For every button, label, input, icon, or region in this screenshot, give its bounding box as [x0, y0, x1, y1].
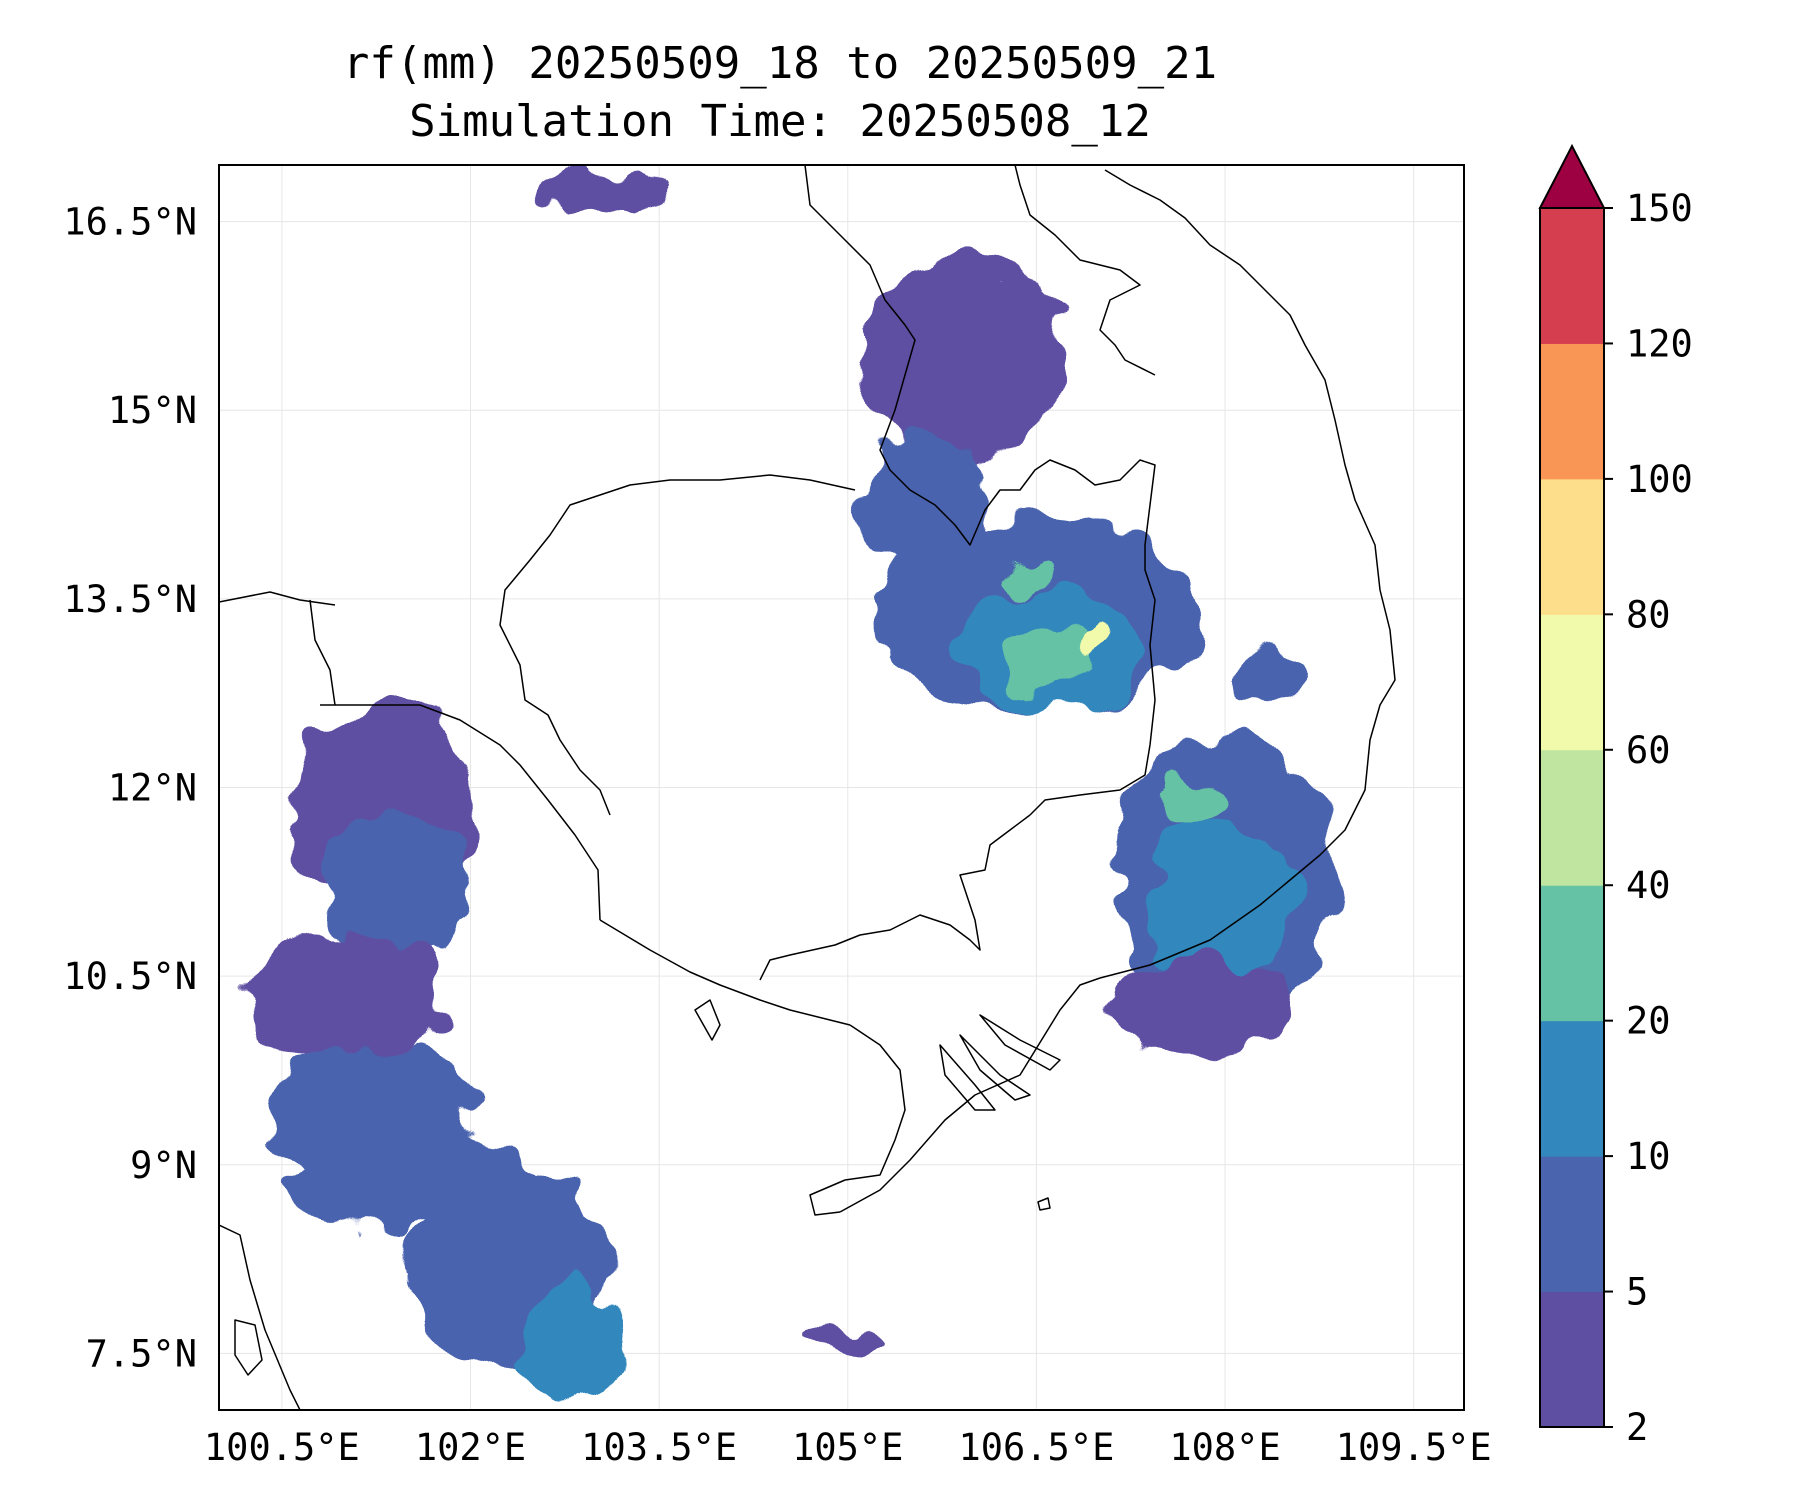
colorbar-extend-arrow — [1538, 143, 1606, 209]
rain-cell — [860, 259, 1062, 461]
longitude-ticks: 100.5°E 102°E 103.5°E 105°E 106.5°E 108°E 109.… — [204, 1426, 1492, 1469]
colorbar-segment — [1540, 614, 1604, 751]
lon-tick-label: 103.5°E — [581, 1426, 737, 1469]
coastline-borders — [219, 165, 1396, 1410]
title-line-2: Simulation Time: 20250508_12 — [409, 96, 1151, 147]
border-cambodia-vietnam — [759, 814, 1031, 981]
coastline-vietnam-east — [1099, 169, 1396, 979]
lon-tick-label: 108°E — [1169, 1426, 1280, 1469]
colorbar-segment — [1540, 1020, 1604, 1157]
colorbar-segment — [1540, 749, 1604, 886]
colorbar-tick-label: 10 — [1626, 1135, 1671, 1178]
colorbar-tick-label: 100 — [1626, 458, 1693, 501]
lat-tick-label: 13.5°N — [63, 578, 197, 621]
colorbar-segment — [1540, 208, 1604, 344]
rain-cell — [1111, 957, 1288, 1058]
border-laos-vietnam-north — [1014, 165, 1156, 376]
lat-tick-label: 10.5°N — [63, 955, 197, 998]
lon-tick-label: 105°E — [792, 1426, 903, 1469]
colorbar-tick-label: 2 — [1626, 1406, 1648, 1449]
title-line-1: rf(mm) 20250509_18 to 20250509_21 — [342, 38, 1218, 89]
lon-tick-label: 106.5°E — [958, 1426, 1114, 1469]
colorbar-segment — [1540, 1291, 1604, 1428]
coastline-camau — [809, 1179, 846, 1216]
colorbar-segment — [1540, 885, 1604, 1022]
lon-tick-label: 100.5°E — [204, 1426, 360, 1469]
island-phuket — [234, 1319, 263, 1376]
lat-tick-label: 15°N — [108, 389, 197, 432]
rain-cell — [998, 554, 1049, 593]
rain-cell — [803, 1325, 892, 1356]
mekong-estuary-2 — [959, 1034, 1031, 1101]
mekong-estuary-1 — [979, 1014, 1061, 1071]
colorbar-tick-label: 40 — [1626, 864, 1671, 907]
rainfall-field — [244, 171, 1339, 1398]
coastline-thailand-north — [219, 591, 336, 606]
colorbar-tick-label: 80 — [1626, 593, 1671, 636]
colorbar-segment — [1540, 478, 1604, 615]
lat-tick-label: 16.5°N — [63, 201, 197, 244]
rain-cell — [244, 932, 446, 1071]
coastline-mekong-west — [844, 1024, 906, 1181]
lat-tick-label: 7.5°N — [86, 1332, 197, 1375]
rain-cell — [998, 624, 1100, 687]
colorbar-segment — [1540, 1156, 1604, 1293]
lon-tick-label: 102°E — [415, 1426, 526, 1469]
border-thailand-cambodia-west — [309, 599, 336, 706]
latitude-ticks: 16.5°N 15°N 13.5°N 12°N 10.5°N 9°N 7.5°N — [63, 201, 197, 1376]
mekong-estuary-3 — [939, 1044, 996, 1111]
rain-cell — [1155, 774, 1219, 826]
coastline-cambodia-south — [599, 919, 851, 1026]
colorbar-tick-label: 60 — [1626, 729, 1671, 772]
colorbar: 2 5 10 20 40 60 80 100 120 150 — [1538, 143, 1693, 1449]
lat-tick-label: 9°N — [130, 1144, 197, 1187]
island-con-son — [1037, 1197, 1051, 1211]
colorbar-frame — [1539, 207, 1605, 1428]
rain-cell — [514, 1284, 628, 1398]
rain-cell — [1074, 630, 1112, 656]
rain-cell — [533, 171, 660, 210]
island-phu-quoc — [694, 999, 721, 1041]
colorbar-tick-label: 5 — [1626, 1271, 1648, 1314]
colorbar-segment — [1540, 343, 1604, 480]
colorbar-tick-label: 150 — [1626, 187, 1693, 230]
border-cambodia-north-west — [499, 474, 856, 816]
rain-cell — [1231, 642, 1307, 706]
colorbar-tick-label: 120 — [1626, 322, 1693, 365]
map-frame — [218, 164, 1465, 1411]
lon-tick-label: 109.5°E — [1336, 1426, 1492, 1469]
coastline-thailand-gulf-east — [320, 704, 601, 921]
colorbar-tick-label: 20 — [1626, 1000, 1671, 1043]
rain-cell — [1143, 818, 1295, 983]
coastline-malay-peninsula — [219, 1224, 301, 1410]
lat-tick-label: 12°N — [108, 767, 197, 810]
rain-cell — [319, 812, 471, 964]
coastline-mekong-delta — [839, 977, 1101, 1213]
border-laos-vietnam — [804, 165, 1156, 816]
